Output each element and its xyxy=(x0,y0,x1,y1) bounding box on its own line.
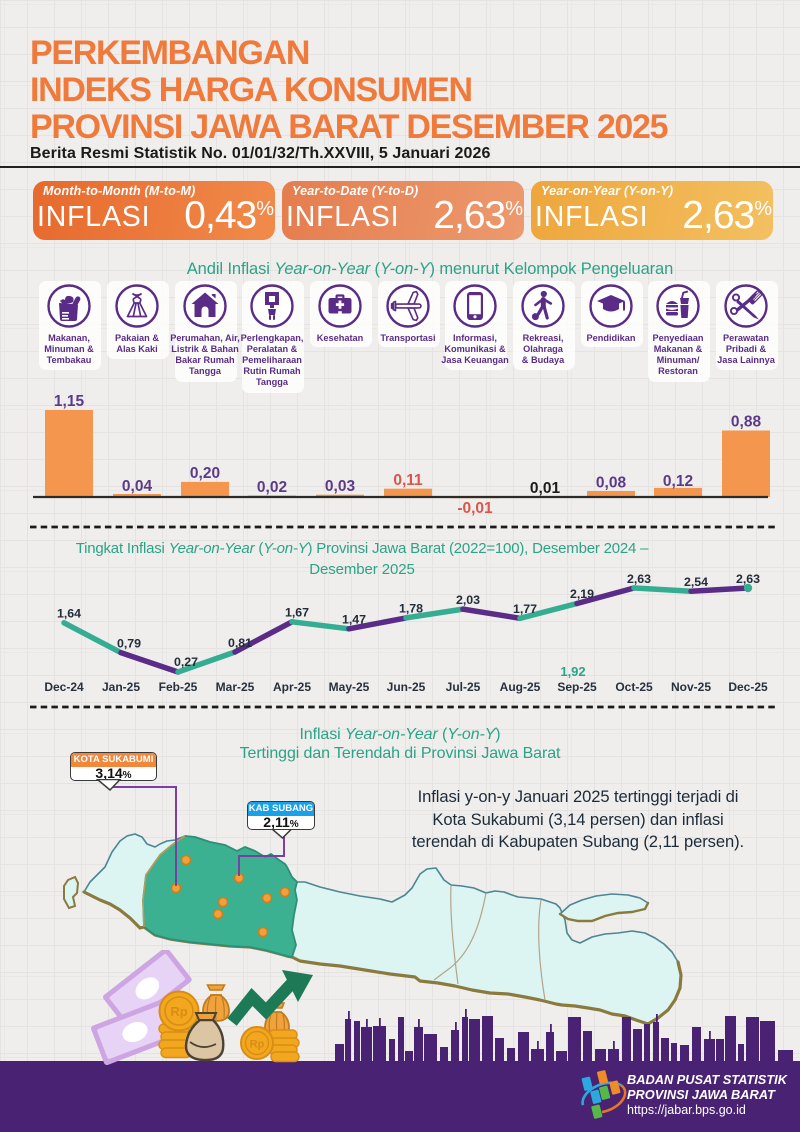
svg-text:Rp: Rp xyxy=(250,1039,265,1051)
svg-text:Jun-25: Jun-25 xyxy=(387,680,426,694)
svg-text:1,92: 1,92 xyxy=(560,664,585,679)
svg-text:1,15: 1,15 xyxy=(54,393,85,410)
svg-text:0,12: 0,12 xyxy=(663,473,693,490)
svg-text:Feb-25: Feb-25 xyxy=(159,680,198,694)
svg-text:2,54: 2,54 xyxy=(684,575,708,589)
svg-text:Dec-25: Dec-25 xyxy=(728,680,768,694)
svg-text:0,01: 0,01 xyxy=(530,480,561,497)
svg-text:Sep-25: Sep-25 xyxy=(557,680,597,694)
svg-text:0,79: 0,79 xyxy=(117,637,141,651)
svg-text:2,63: 2,63 xyxy=(736,572,760,586)
svg-text:1,67: 1,67 xyxy=(285,606,309,620)
svg-text:Apr-25: Apr-25 xyxy=(273,680,311,694)
svg-text:Jul-25: Jul-25 xyxy=(446,680,481,694)
svg-text:May-25: May-25 xyxy=(329,680,370,694)
svg-text:0,04: 0,04 xyxy=(122,478,153,495)
svg-text:Nov-25: Nov-25 xyxy=(671,680,711,694)
svg-text:0,03: 0,03 xyxy=(325,478,356,495)
svg-text:Jan-25: Jan-25 xyxy=(102,680,140,694)
svg-text:0,88: 0,88 xyxy=(731,414,762,431)
svg-text:2,03: 2,03 xyxy=(456,593,480,607)
svg-text:0,11: 0,11 xyxy=(393,472,423,489)
svg-text:Dec-24: Dec-24 xyxy=(44,680,84,694)
svg-text:Aug-25: Aug-25 xyxy=(500,680,541,694)
svg-text:1,78: 1,78 xyxy=(399,602,423,616)
svg-text:0,27: 0,27 xyxy=(174,655,198,669)
svg-text:-0,01: -0,01 xyxy=(457,500,493,517)
svg-text:Rp: Rp xyxy=(170,1004,187,1019)
svg-text:0,02: 0,02 xyxy=(257,479,287,496)
svg-text:0,81: 0,81 xyxy=(228,636,252,650)
svg-text:2,63: 2,63 xyxy=(627,572,651,586)
svg-text:1,77: 1,77 xyxy=(513,602,537,616)
svg-text:Mar-25: Mar-25 xyxy=(216,680,255,694)
svg-text:2,19: 2,19 xyxy=(570,587,594,601)
svg-text:1,64: 1,64 xyxy=(57,607,81,621)
svg-text:0,20: 0,20 xyxy=(190,465,220,482)
svg-text:Oct-25: Oct-25 xyxy=(615,680,653,694)
svg-text:0,08: 0,08 xyxy=(596,475,627,492)
svg-text:1,47: 1,47 xyxy=(342,613,366,627)
